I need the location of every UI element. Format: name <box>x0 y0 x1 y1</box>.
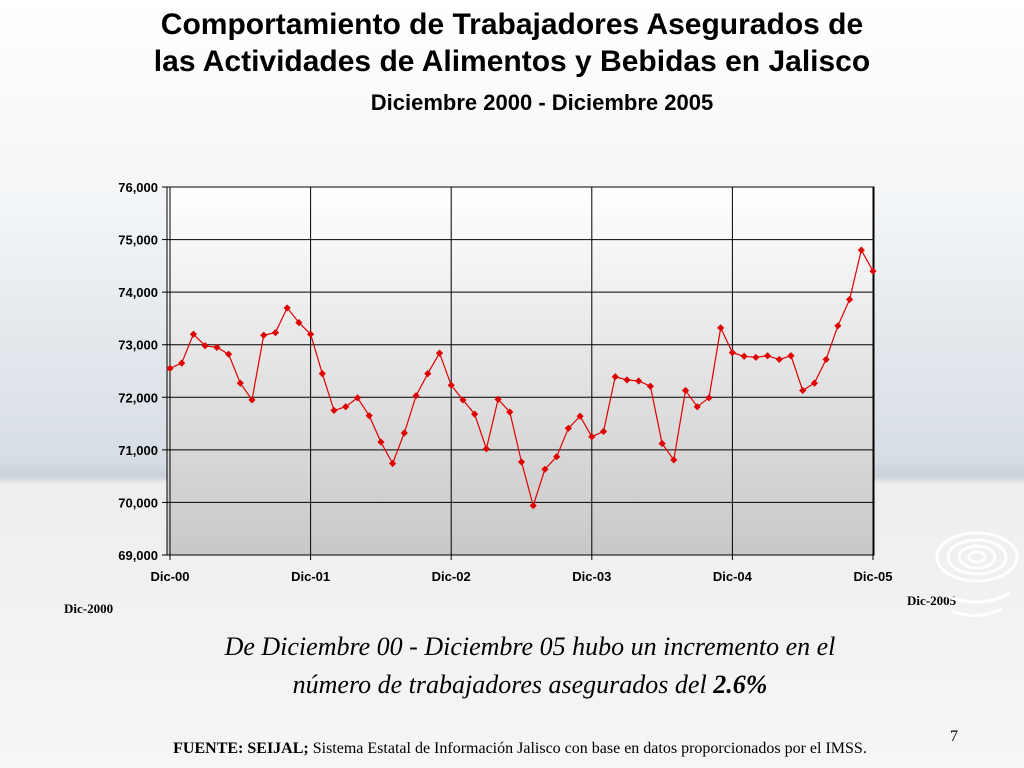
data-point <box>576 412 584 420</box>
data-point <box>377 438 385 446</box>
data-point <box>799 386 807 395</box>
source-text: Sistema Estatal de Información Jalisco c… <box>308 740 867 757</box>
y-tick-label: 76,000 <box>118 180 158 195</box>
x-tick-label: Dic-05 <box>853 569 892 584</box>
data-point <box>717 324 725 332</box>
data-point <box>189 330 198 338</box>
data-point <box>787 352 795 360</box>
y-tick-label: 75,000 <box>118 233 158 248</box>
x-tick-label: Dic-01 <box>291 569 330 584</box>
data-point <box>389 459 397 468</box>
y-tick-label: 70,000 <box>118 495 158 510</box>
data-point <box>529 501 537 510</box>
data-point <box>752 353 760 361</box>
data-point <box>471 410 479 418</box>
data-point <box>517 458 526 466</box>
summary-statement: De Diciembre 00 - Diciembre 05 hubo un i… <box>80 628 980 704</box>
data-point <box>424 370 432 378</box>
slide-title: Comportamiento de Trabajadores Asegurado… <box>0 6 1024 80</box>
y-tick-label: 73,000 <box>118 338 158 353</box>
data-point <box>447 381 455 389</box>
data-point <box>588 433 596 441</box>
end-date-label: Dic-2005 <box>907 593 957 608</box>
title-line-1: Comportamiento de Trabajadores Asegurado… <box>160 8 864 41</box>
start-date-label: Dic-2000 <box>64 601 114 616</box>
data-point <box>857 246 865 254</box>
data-point <box>236 379 244 387</box>
y-tick-label: 72,000 <box>118 390 158 405</box>
data-point <box>564 424 572 432</box>
source-footer: FUENTE: SEIJAL; Sistema Estatal de Infor… <box>0 740 1024 758</box>
x-tick-label: Dic-03 <box>572 569 611 584</box>
y-tick-label: 74,000 <box>118 285 158 300</box>
growth-percentage: 2.6% <box>713 670 768 699</box>
data-point <box>670 456 678 464</box>
slide-subtitle: Diciembre 2000 - Diciembre 2005 <box>370 90 714 115</box>
data-point <box>482 445 490 453</box>
data-point <box>295 319 303 327</box>
data-point <box>541 465 549 473</box>
data-point <box>553 453 561 461</box>
page-number: 7 <box>950 728 958 745</box>
data-point <box>400 429 408 437</box>
statement-text: número de trabajadores asegurados del <box>292 670 714 699</box>
statement-line-1: De Diciembre 00 - Diciembre 05 hubo un i… <box>224 632 836 661</box>
statement-line-2: número de trabajadores asegurados del 2.… <box>80 666 980 704</box>
y-tick-label: 69,000 <box>118 548 158 563</box>
data-point <box>658 439 666 448</box>
data-point <box>834 322 842 330</box>
data-point <box>599 427 608 436</box>
data-point <box>271 329 280 337</box>
x-tick-label: Dic-00 <box>150 569 189 584</box>
data-point <box>763 352 772 360</box>
plot-area <box>166 186 875 556</box>
title-line-2: las Actividades de Alimentos y Bebidas e… <box>153 45 871 78</box>
source-label: FUENTE: SEIJAL; <box>173 740 309 757</box>
data-point <box>635 377 643 385</box>
decorative-swirl-icon <box>935 531 1019 617</box>
line-chart: 69,000 70,000 71,000 72,000 73,000 74,000 75,0… <box>118 180 892 584</box>
data-point <box>307 330 315 338</box>
x-tick-label: Dic-04 <box>713 569 753 584</box>
x-tick-label: Dic-02 <box>432 569 471 584</box>
data-point <box>623 376 631 384</box>
data-point <box>681 386 690 395</box>
y-tick-label: 71,000 <box>118 443 158 458</box>
data-point <box>810 379 819 387</box>
data-point <box>646 382 654 390</box>
